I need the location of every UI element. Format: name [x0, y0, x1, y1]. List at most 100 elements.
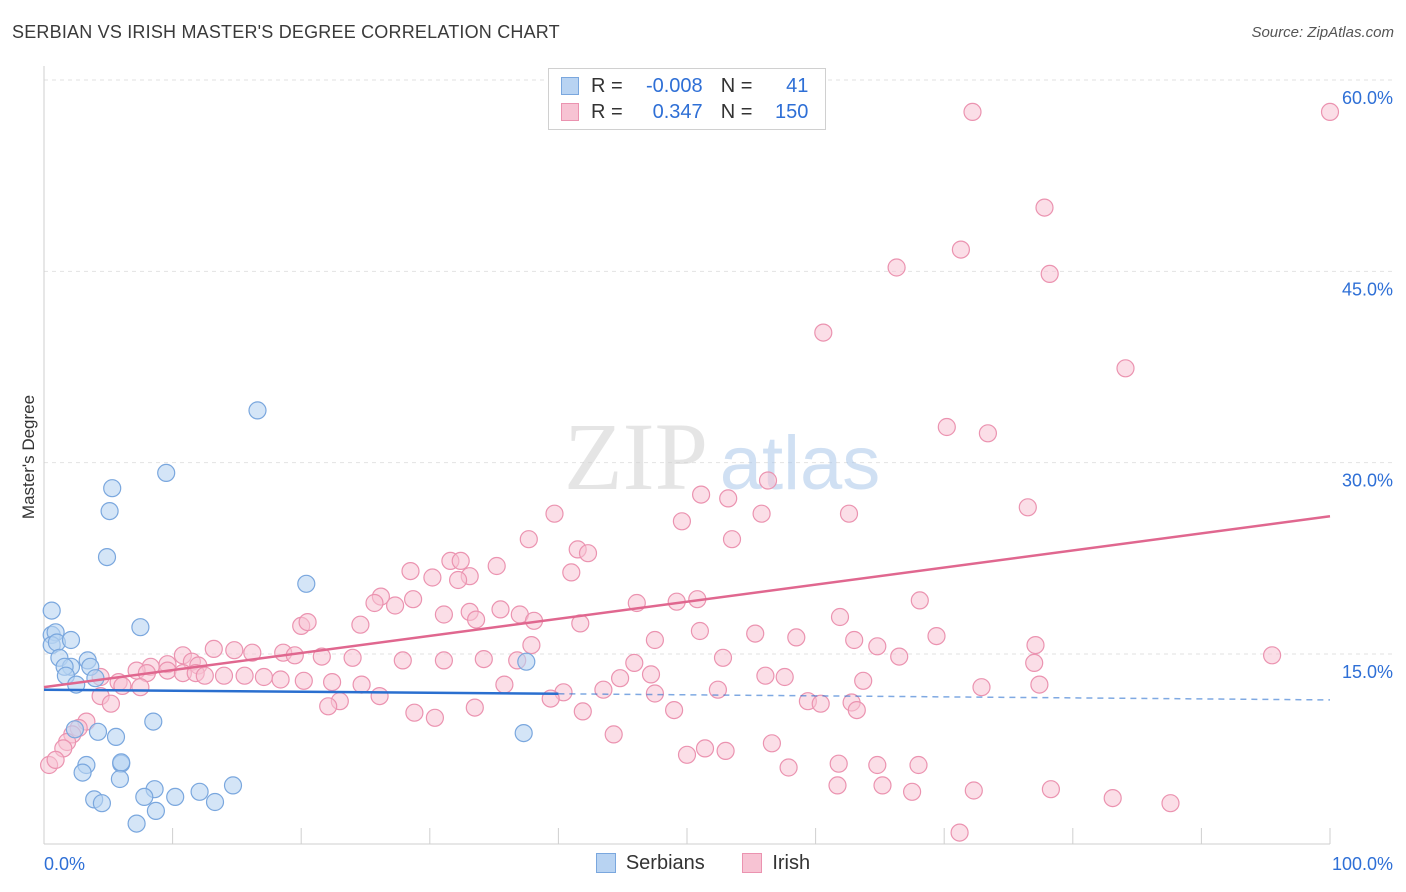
- trend-lines: [43, 515, 1331, 701]
- irish-point: [405, 703, 424, 722]
- irish-point: [254, 667, 273, 687]
- irish-point: [423, 568, 442, 587]
- n-label: N =: [720, 101, 753, 123]
- serbians-point: [61, 630, 81, 650]
- irish-swatch: [561, 103, 579, 121]
- tick-labels: 15.0% 30.0% 45.0% 60.0% 0.0% 100.0%: [44, 88, 1393, 874]
- serbians-point: [88, 722, 108, 741]
- legend-item-serbians: Serbians: [595, 852, 705, 875]
- irish-point: [909, 755, 928, 775]
- irish-point: [828, 776, 847, 795]
- serbians-point: [131, 618, 150, 637]
- serbians-point: [106, 727, 126, 747]
- y-tick-label: 60.0%: [1342, 88, 1393, 108]
- irish-point: [695, 739, 715, 758]
- irish-point: [386, 596, 405, 615]
- irish-point: [434, 651, 453, 670]
- irish-point: [758, 471, 778, 490]
- serbians-trend-line: [43, 688, 559, 696]
- serbians-point: [112, 753, 131, 772]
- irish-point: [1161, 794, 1180, 813]
- y-tick-label: 30.0%: [1342, 471, 1393, 491]
- irish-point: [1116, 359, 1135, 378]
- r-value: 0.347: [652, 101, 703, 123]
- irish-point: [545, 504, 564, 523]
- irish-point: [963, 102, 982, 122]
- irish-point: [927, 626, 946, 646]
- irish-point: [1025, 653, 1044, 673]
- irish-point: [672, 512, 692, 531]
- irish-point: [719, 489, 738, 508]
- irish-point: [1026, 635, 1045, 655]
- irish-point: [677, 745, 697, 764]
- n-value: 41: [786, 75, 809, 97]
- serbians-trend-extension: [558, 693, 1331, 701]
- legend-row-irish: R = 0.347 N = 150: [561, 101, 808, 127]
- irish-point: [625, 653, 644, 673]
- legend-label-irish: Irish: [772, 852, 811, 874]
- irish-point: [645, 684, 665, 703]
- source-note: Source: ZipAtlas.com: [1251, 24, 1394, 41]
- irish-point: [1103, 788, 1122, 808]
- irish-point: [214, 666, 234, 685]
- irish-point: [610, 669, 630, 688]
- serbians-swatch: [561, 77, 579, 95]
- irish-point: [1320, 102, 1340, 122]
- serbians-point: [166, 787, 185, 807]
- irish-point: [131, 678, 150, 697]
- irish-point: [365, 593, 384, 613]
- serbians-point: [297, 574, 316, 593]
- irish-point: [873, 776, 892, 795]
- watermark-zip: ZIP: [564, 403, 708, 510]
- irish-point: [847, 700, 866, 720]
- irish-point: [910, 591, 929, 610]
- serbians-point: [190, 782, 209, 801]
- n-label: N =: [720, 75, 753, 97]
- irish-point: [756, 666, 775, 685]
- irish-point: [814, 323, 833, 342]
- irish-point: [474, 649, 493, 669]
- serbians-point: [110, 769, 130, 789]
- irish-point: [1040, 264, 1059, 283]
- irish-point: [716, 741, 735, 761]
- watermark-atlas: atlas: [720, 421, 881, 506]
- irish-point: [204, 639, 223, 659]
- legend-row-serbians: R = -0.008 N = 41: [561, 75, 808, 101]
- irish-point: [950, 823, 969, 842]
- irish-point: [343, 648, 362, 667]
- irish-point: [1262, 646, 1282, 665]
- irish-point: [351, 615, 370, 634]
- irish-point: [787, 628, 806, 647]
- irish-point: [271, 670, 290, 689]
- irish-point: [1035, 198, 1054, 217]
- irish-point: [46, 750, 65, 770]
- irish-point: [752, 504, 771, 523]
- x-tick-label: 100.0%: [1332, 854, 1393, 874]
- irish-point: [746, 624, 765, 643]
- irish-point: [465, 698, 484, 717]
- irish-point: [522, 635, 541, 655]
- irish-series: [39, 102, 1340, 842]
- r-label: R =: [591, 101, 623, 123]
- irish-point: [839, 504, 859, 523]
- serbians-point: [42, 601, 61, 620]
- irish-point: [1018, 498, 1037, 517]
- irish-point: [370, 686, 389, 706]
- y-tick-label: 15.0%: [1342, 662, 1393, 682]
- serbians-point: [205, 792, 225, 812]
- correlation-legend: R = -0.008 N = 41 R = 0.347 N = 150: [548, 68, 826, 130]
- irish-point: [1030, 675, 1049, 694]
- watermark: ZIP atlas: [564, 403, 880, 510]
- irish-point: [645, 630, 665, 650]
- r-value: -0.008: [645, 75, 703, 97]
- irish-point: [101, 694, 121, 713]
- irish-point: [964, 781, 983, 800]
- irish-point: [113, 676, 132, 696]
- series-legend: Serbians Irish: [0, 852, 1406, 875]
- irish-point: [902, 782, 922, 801]
- irish-point: [708, 680, 728, 699]
- irish-point: [604, 725, 623, 744]
- irish-point: [235, 666, 254, 685]
- irish-point: [1041, 780, 1061, 799]
